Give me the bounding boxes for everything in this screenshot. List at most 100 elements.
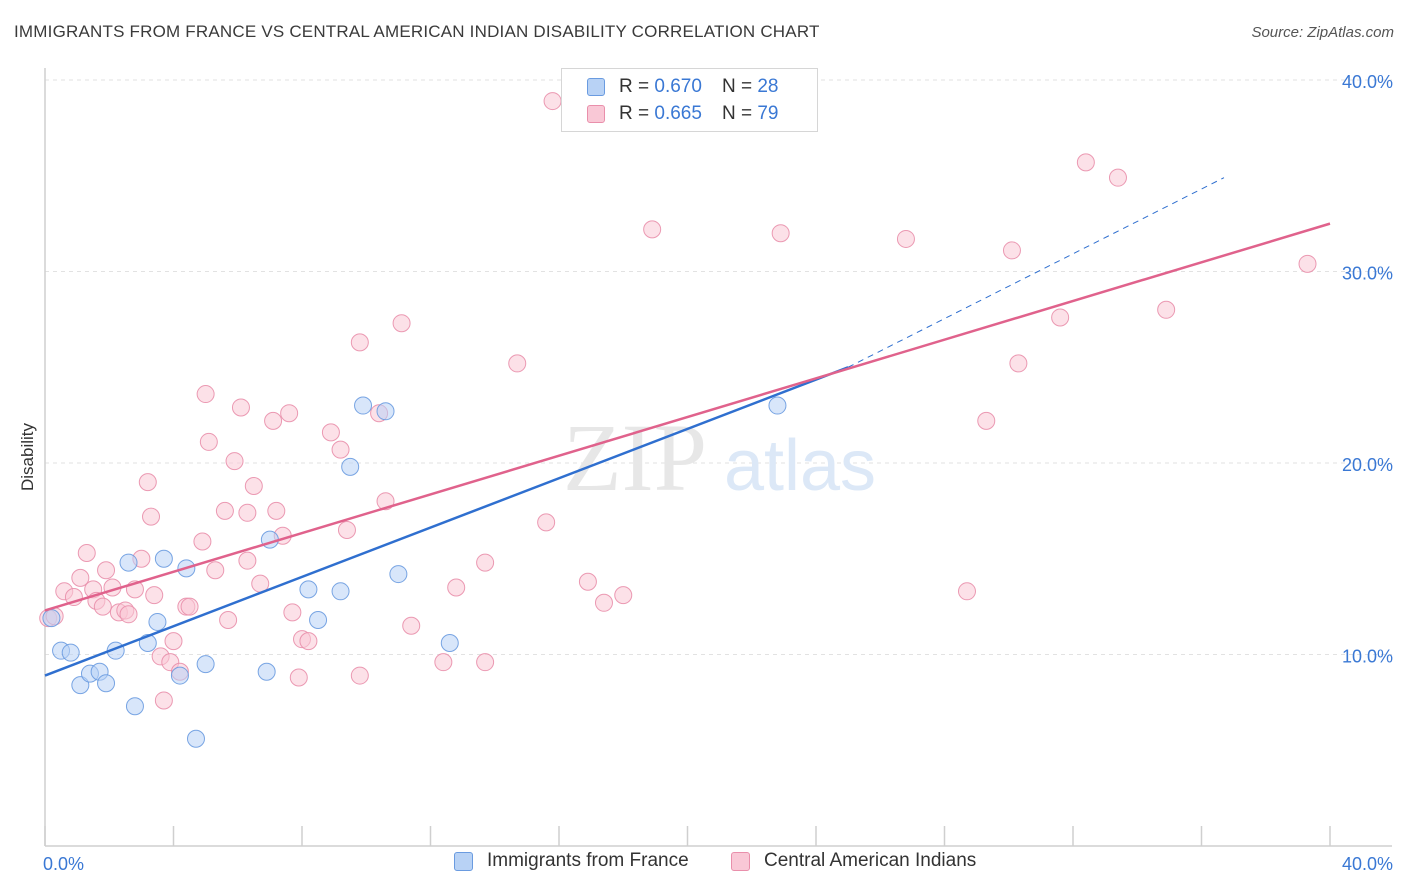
- legend-r-value-france: 0.670: [654, 76, 702, 97]
- y-tick-label: 20.0%: [1342, 455, 1393, 475]
- bottom-legend-label-cai: Central American Indians: [764, 850, 977, 871]
- point-cai: [238, 551, 257, 570]
- point-france: [97, 674, 116, 693]
- axes: [44, 68, 1392, 847]
- point-cai: [267, 501, 286, 520]
- point-cai: [1157, 300, 1176, 319]
- trend-line-france: [44, 366, 849, 677]
- legend-r-value-cai: 0.665: [654, 103, 702, 124]
- point-cai: [578, 572, 597, 591]
- y-tick-label: 30.0%: [1342, 264, 1393, 284]
- x-tick-label: 0.0%: [43, 854, 84, 874]
- point-cai: [434, 653, 453, 672]
- point-cai: [977, 411, 996, 430]
- point-cai: [350, 333, 369, 352]
- x-tick-label: 40.0%: [1342, 854, 1393, 874]
- point-france: [170, 666, 189, 685]
- legend-swatch-france: [587, 78, 605, 96]
- point-cai: [93, 597, 112, 616]
- y-axis-label: Disability: [18, 422, 37, 491]
- point-cai: [280, 404, 299, 423]
- bottom-legend-swatch-france: [454, 851, 473, 871]
- point-cai: [77, 544, 96, 563]
- watermark-zip: ZIP: [563, 404, 707, 511]
- point-france: [331, 582, 350, 601]
- legend-n-value-cai: 79: [757, 103, 779, 124]
- point-cai: [283, 603, 302, 622]
- point-cai: [97, 561, 116, 580]
- point-cai: [199, 432, 218, 451]
- point-france: [119, 553, 138, 572]
- point-cai: [289, 668, 308, 687]
- point-cai: [231, 398, 250, 417]
- bottom-legend-label-france: Immigrants from France: [487, 850, 689, 871]
- trend-line-france-extension: [847, 177, 1225, 368]
- point-cai: [1108, 168, 1127, 187]
- point-cai: [206, 561, 225, 580]
- point-cai: [196, 385, 215, 404]
- point-cai: [447, 578, 466, 597]
- series-pink-points: [39, 92, 1317, 710]
- point-cai: [508, 354, 527, 373]
- legend-r-label: R =: [619, 76, 650, 97]
- legend-row-france: R = 0.670 N = 28: [587, 74, 778, 100]
- point-france: [125, 697, 144, 716]
- point-cai: [402, 616, 421, 635]
- point-cai: [215, 501, 234, 520]
- point-cai: [643, 220, 662, 239]
- point-cai: [142, 507, 161, 526]
- point-cai: [1076, 153, 1095, 172]
- point-cai: [321, 423, 340, 442]
- bottom-legend: Immigrants from France Central American …: [0, 850, 1406, 878]
- point-cai: [264, 411, 283, 430]
- point-cai: [138, 473, 157, 492]
- legend-swatch-cai: [587, 105, 605, 123]
- y-tick-label: 10.0%: [1342, 647, 1393, 667]
- point-cai: [71, 568, 90, 587]
- point-cai: [154, 691, 173, 710]
- point-france: [42, 609, 61, 628]
- point-france: [376, 402, 395, 421]
- point-cai: [614, 586, 633, 605]
- point-cai: [476, 553, 495, 572]
- point-cai: [299, 632, 318, 651]
- point-cai: [164, 632, 183, 651]
- point-cai: [957, 582, 976, 601]
- point-cai: [392, 314, 411, 333]
- point-cai: [193, 532, 212, 551]
- point-cai: [331, 440, 350, 459]
- point-france: [148, 612, 167, 631]
- point-cai: [1009, 354, 1028, 373]
- tick-labels: 10.0% 20.0% 30.0% 40.0% 0.0% 40.0%: [43, 72, 1393, 874]
- point-cai: [119, 605, 138, 624]
- source-credit: Source: ZipAtlas.com: [1251, 24, 1394, 41]
- point-france: [768, 396, 787, 415]
- point-cai: [337, 521, 356, 540]
- bottom-legend-swatch-cai: [731, 851, 750, 871]
- legend-n-label: N =: [721, 103, 753, 124]
- chart-title: IMMIGRANTS FROM FRANCE VS CENTRAL AMERIC…: [14, 22, 820, 41]
- point-cai: [145, 586, 164, 605]
- point-cai: [1051, 308, 1070, 327]
- point-cai: [594, 593, 613, 612]
- point-cai: [238, 503, 257, 522]
- point-cai: [896, 229, 915, 248]
- point-cai: [1298, 254, 1317, 273]
- point-france: [299, 580, 318, 599]
- point-cai: [180, 597, 199, 616]
- point-cai: [350, 666, 369, 685]
- bottom-legend-france[interactable]: Immigrants from France: [454, 850, 689, 872]
- point-cai: [537, 513, 556, 532]
- point-cai: [476, 653, 495, 672]
- bottom-legend-cai[interactable]: Central American Indians: [731, 850, 976, 872]
- point-france: [389, 565, 408, 584]
- point-france: [154, 549, 173, 568]
- point-cai: [771, 224, 790, 243]
- point-cai: [1002, 241, 1021, 260]
- point-france: [354, 396, 373, 415]
- point-cai: [244, 476, 263, 495]
- legend-n-label: N =: [721, 76, 753, 97]
- point-france: [61, 643, 80, 662]
- legend-row-cai: R = 0.665 N = 79: [587, 101, 778, 127]
